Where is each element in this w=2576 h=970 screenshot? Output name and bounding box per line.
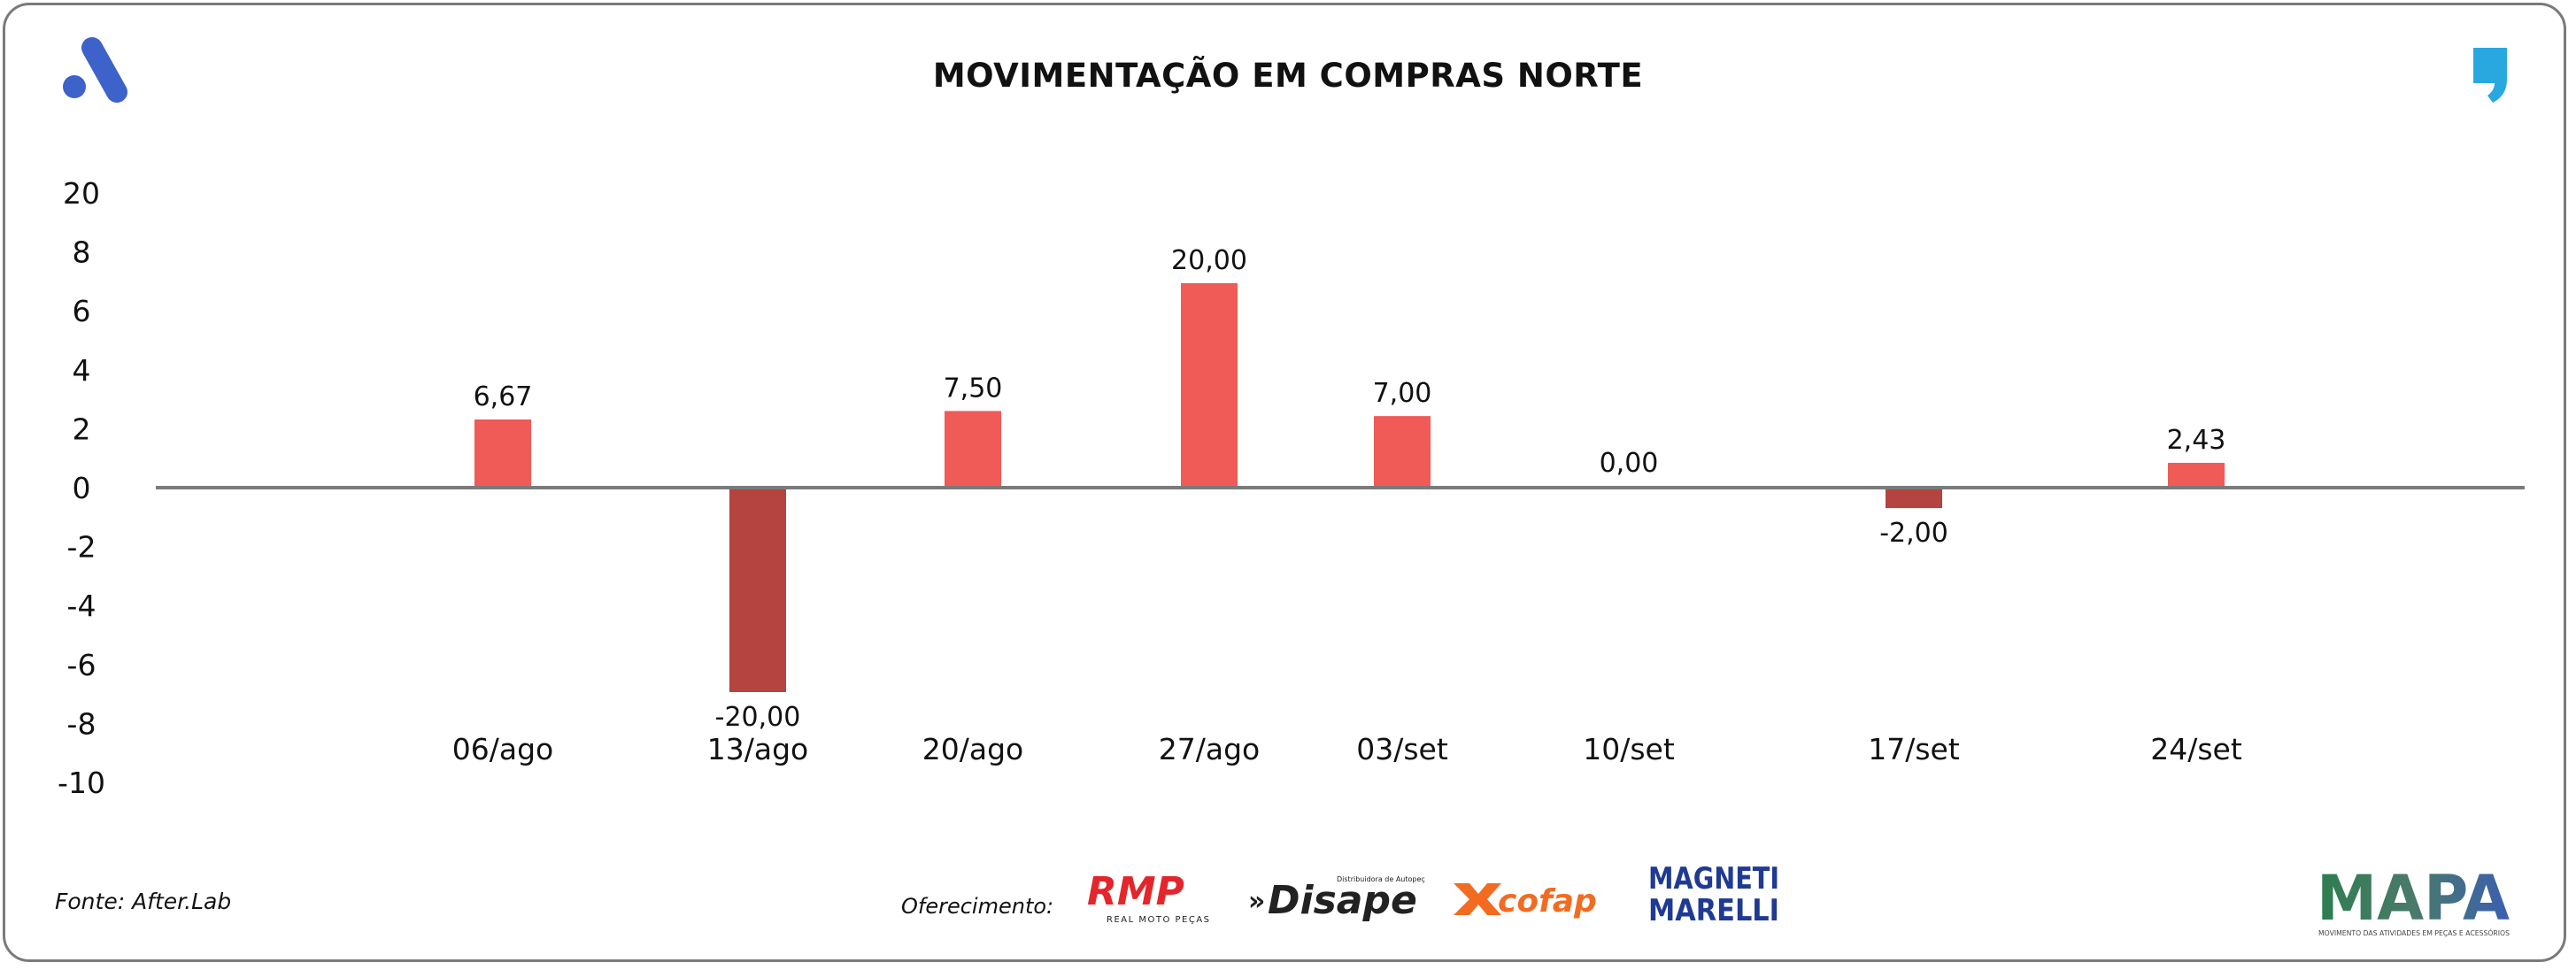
data-label: 0,00 <box>1600 448 1659 479</box>
bar <box>1374 416 1431 488</box>
sponsor-label: Oferecimento: <box>901 894 1054 919</box>
y-tick-label: 20 <box>63 176 100 211</box>
data-label: 7,00 <box>1373 378 1432 409</box>
rmp-logo: RMP REAL MOTO PEÇAS <box>1087 869 1224 926</box>
svg-text:»: » <box>1248 886 1265 917</box>
y-tick-label: -6 <box>67 648 96 682</box>
bar <box>729 488 786 692</box>
magneti-marelli-logo: MAGNETI MARELLI <box>1647 857 1784 928</box>
data-label: 6,67 <box>474 381 533 412</box>
magneti-logo-text: MAGNETI <box>1648 861 1779 897</box>
chart-frame <box>3 3 2566 962</box>
rmp-logo-subtext: REAL MOTO PEÇAS <box>1107 915 1211 925</box>
disape-logo-text: Disape <box>1268 878 1417 922</box>
bar <box>1886 488 1942 509</box>
x-category-label: 20/ago <box>922 732 1023 766</box>
mapa-logo-text: MAPA <box>2317 863 2510 935</box>
y-tick-label: 0 <box>73 471 91 505</box>
x-category-label: 17/set <box>1868 732 1960 766</box>
y-tick-label: -4 <box>67 589 96 623</box>
bar <box>1181 283 1238 488</box>
data-label: 2,43 <box>2167 425 2226 456</box>
cofap-logo: cofap <box>1452 876 1629 920</box>
y-tick-label: 8 <box>73 235 91 270</box>
cofap-logo-text: cofap <box>1498 883 1597 920</box>
y-tick-label: 4 <box>73 353 91 388</box>
y-tick-label: -10 <box>58 766 105 800</box>
bar <box>2168 462 2225 488</box>
bar <box>945 411 1001 488</box>
chart-title: MOVIMENTAÇÃO EM COMPRAS NORTE <box>932 57 1644 95</box>
x-category-label: 13/ago <box>707 732 808 766</box>
x-category-label: 03/set <box>1356 732 1448 766</box>
data-label: 7,50 <box>944 373 1003 404</box>
y-tick-label: 6 <box>73 294 91 328</box>
x-category-label: 06/ago <box>452 732 553 766</box>
quote-mark-icon <box>2470 44 2514 110</box>
mapa-logo-tagline: MOVIMENTO DAS ATIVIDADES EM PEÇAS E ACES… <box>2318 928 2510 937</box>
data-label: 20,00 <box>1171 245 1247 276</box>
rmp-logo-text: RMP <box>1087 869 1184 914</box>
disape-logo: » Disape Distribuidora de Autopeças <box>1248 869 1433 923</box>
x-category-label: 27/ago <box>1159 732 1260 766</box>
data-label: -2,00 <box>1879 518 1948 549</box>
bar <box>474 419 531 488</box>
y-tick-label: 2 <box>73 412 91 446</box>
source-note: Fonte: After.Lab <box>55 889 232 914</box>
marelli-logo-text: MARELLI <box>1648 893 1779 928</box>
y-tick-label: -8 <box>67 706 96 741</box>
x-category-label: 10/set <box>1583 732 1675 766</box>
mapa-logo: MAPA MOVIMENTO DAS ATIVIDADES EM PEÇAS E… <box>2315 862 2518 943</box>
y-tick-label: -2 <box>67 530 96 565</box>
after-lab-logo-icon <box>55 37 143 112</box>
data-label: -20,00 <box>715 702 801 733</box>
x-category-label: 24/set <box>2150 732 2242 766</box>
disape-logo-subtext: Distribuidora de Autopeças <box>1337 875 1425 883</box>
